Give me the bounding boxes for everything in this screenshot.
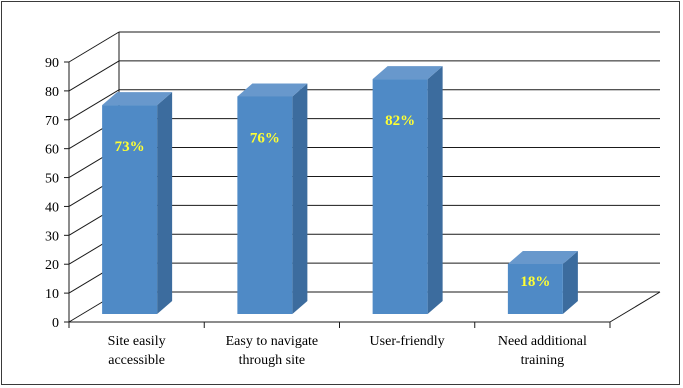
x-tick-label: through site — [239, 353, 306, 368]
data-label: 82% — [385, 113, 415, 129]
x-tick-label: Easy to navigate — [226, 334, 319, 349]
bar-front — [372, 79, 428, 314]
bar-top — [507, 251, 578, 264]
bar-side — [427, 66, 443, 314]
bar-front — [237, 96, 293, 314]
x-tick-label: training — [521, 353, 565, 368]
bar-top — [372, 66, 443, 80]
x-tick-label: User-friendly — [370, 334, 445, 349]
bar-front — [507, 264, 563, 314]
y-tick-label: 60 — [45, 143, 59, 158]
data-label: 18% — [520, 274, 550, 290]
y-tick-label: 50 — [45, 172, 59, 187]
bar-side — [157, 92, 173, 314]
data-label: 73% — [115, 139, 145, 155]
bar — [372, 66, 443, 314]
y-tick-label: 80 — [45, 85, 59, 100]
bar — [237, 83, 308, 314]
floor-right-edge — [609, 291, 661, 323]
axes: 0 10 20 30 40 50 60 70 80 90 — [45, 56, 661, 331]
bar — [102, 92, 173, 314]
gridline-diagonal — [68, 60, 120, 92]
y-tick-label: 70 — [45, 114, 59, 129]
gridline-diagonal — [68, 89, 120, 121]
labels: 73% Site easily accessible 76% Easy to navig… — [108, 113, 587, 368]
y-tick-label: 0 — [52, 316, 59, 331]
data-label: 76% — [250, 130, 280, 146]
bars — [102, 66, 578, 314]
gridline-diagonal — [68, 31, 120, 63]
x-tick-label: Need additional — [498, 334, 587, 349]
bar-top — [102, 92, 173, 106]
y-tick-label: 10 — [45, 287, 59, 302]
y-tick-label: 90 — [45, 56, 59, 71]
y-tick-label: 40 — [45, 200, 59, 215]
bar-front — [102, 105, 158, 314]
y-tick-label: 30 — [45, 229, 59, 244]
bar-side — [292, 83, 308, 314]
bar-side — [562, 251, 578, 314]
y-tick-label: 20 — [45, 258, 59, 273]
bar — [507, 251, 578, 314]
x-tick-label: Site easily — [108, 334, 166, 349]
x-tick-label: accessible — [108, 353, 165, 368]
bar-top — [237, 83, 308, 97]
